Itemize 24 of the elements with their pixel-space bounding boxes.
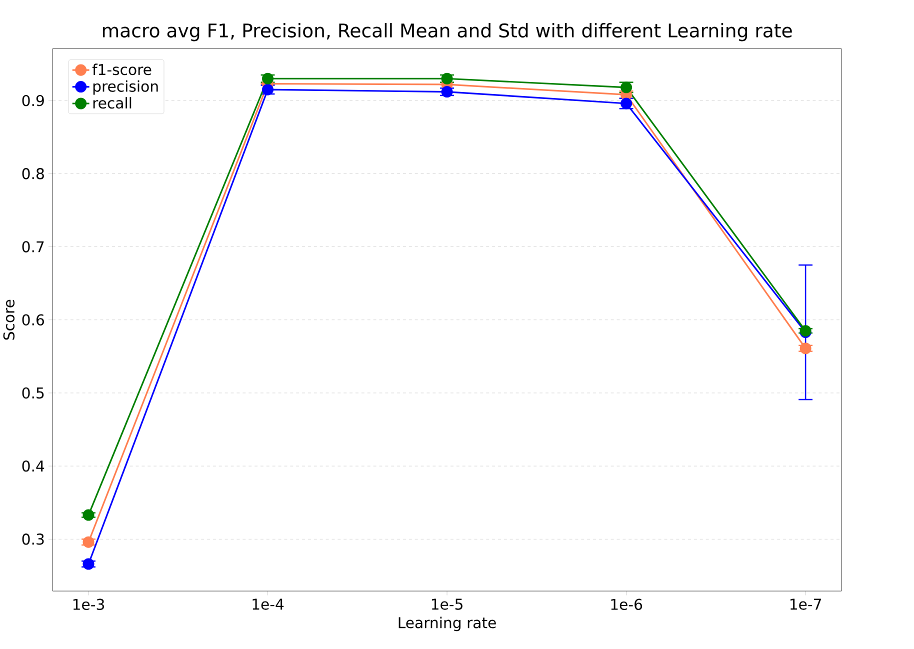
y-tick-label: 0.8 <box>22 168 44 180</box>
point <box>800 342 812 354</box>
chart-title: macro avg F1, Precision, Recall Mean and Std with different Learning rate <box>102 23 792 42</box>
y-tick-label: 0.7 <box>22 241 44 253</box>
legend-label: precision <box>93 80 158 95</box>
point <box>82 509 94 521</box>
y-tick-label: 0.4 <box>22 460 44 472</box>
x-tick-label: 1e-5 <box>432 598 462 610</box>
y-tick-label: 0.3 <box>22 534 44 545</box>
point <box>441 86 453 98</box>
y-tick-label: 0.9 <box>22 95 44 106</box>
y-axis-title: Score <box>3 300 15 340</box>
x-tick-label: 1e-6 <box>611 598 642 610</box>
point <box>82 558 94 570</box>
x-tick-label: 1e-7 <box>790 598 821 610</box>
legend-label: f1-score <box>92 64 152 76</box>
x-tick-label: 1e-3 <box>73 598 104 610</box>
point <box>82 536 94 548</box>
y-tick-label: 0.6 <box>22 314 44 326</box>
x-tick-label: 1e-4 <box>252 598 284 610</box>
y-tick-label: 0.5 <box>22 388 44 399</box>
x-axis-title: Learning rate <box>398 616 496 632</box>
point <box>441 73 453 85</box>
legend-label: recall <box>93 97 132 109</box>
